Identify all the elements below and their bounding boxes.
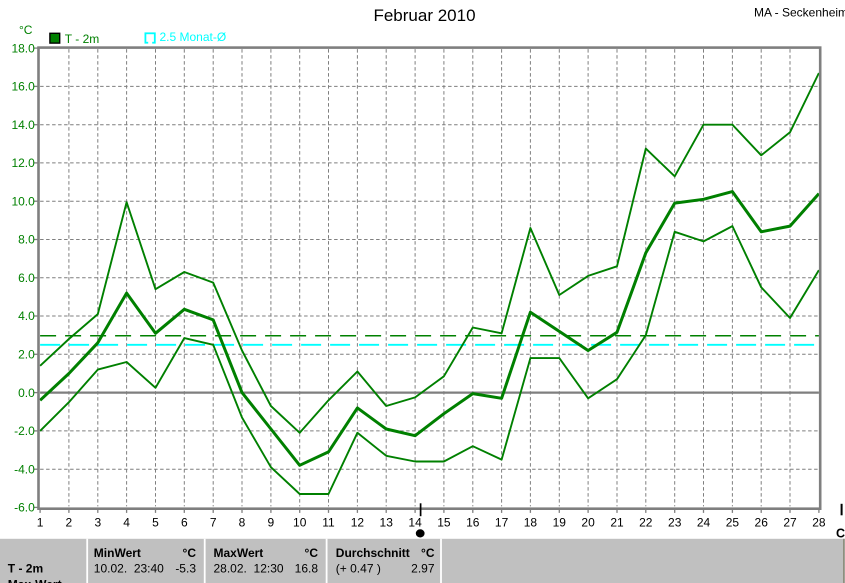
svg-text:4.0: 4.0 — [18, 309, 35, 323]
svg-text:22: 22 — [639, 516, 653, 530]
svg-text:Max-Wert: Max-Wert — [8, 577, 62, 583]
svg-text:6.0: 6.0 — [18, 271, 35, 285]
svg-text:6: 6 — [181, 516, 188, 530]
svg-text:28.02. 12:30: 28.02. 12:30 — [214, 561, 284, 575]
svg-text:13: 13 — [380, 516, 394, 530]
svg-text:14.0: 14.0 — [11, 118, 35, 132]
svg-text:MaxWert: MaxWert — [214, 546, 264, 560]
svg-text:2.97: 2.97 — [411, 561, 435, 575]
svg-text:12: 12 — [351, 516, 365, 530]
svg-text:°C: °C — [305, 546, 319, 560]
svg-text:9: 9 — [268, 516, 275, 530]
svg-text:T - 2m: T - 2m — [65, 32, 99, 46]
svg-text:10: 10 — [293, 516, 307, 530]
svg-text:19: 19 — [553, 516, 567, 530]
svg-text:1: 1 — [37, 516, 44, 530]
svg-text:°C: °C — [421, 546, 435, 560]
svg-text:-5.3: -5.3 — [175, 561, 196, 575]
svg-text:Durchschnitt: Durchschnitt — [336, 546, 410, 560]
svg-text:21: 21 — [610, 516, 624, 530]
svg-text:16.8: 16.8 — [295, 561, 319, 575]
svg-text:C: C — [836, 526, 845, 540]
svg-text:MinWert: MinWert — [94, 546, 141, 560]
svg-text:18: 18 — [524, 516, 538, 530]
svg-text:15: 15 — [437, 516, 451, 530]
svg-text:(+ 0.47 ): (+ 0.47 ) — [336, 561, 381, 575]
svg-text:17: 17 — [495, 516, 509, 530]
svg-text:11: 11 — [322, 516, 335, 530]
svg-text:14: 14 — [408, 516, 422, 530]
svg-text:7: 7 — [210, 516, 217, 530]
svg-text:12.0: 12.0 — [11, 156, 35, 170]
svg-text:2: 2 — [66, 516, 73, 530]
svg-text:16: 16 — [466, 516, 480, 530]
svg-text:23: 23 — [668, 516, 682, 530]
svg-text:°C: °C — [19, 23, 33, 37]
svg-text:24: 24 — [697, 516, 711, 530]
svg-text:28: 28 — [812, 516, 826, 530]
svg-text:0.0: 0.0 — [18, 386, 35, 400]
svg-text:18.0: 18.0 — [11, 41, 35, 55]
svg-text:MA - Seckenheim: MA - Seckenheim — [754, 5, 845, 19]
svg-text:2.0: 2.0 — [18, 348, 35, 362]
svg-text:27: 27 — [783, 516, 797, 530]
svg-text:16.0: 16.0 — [11, 80, 35, 94]
svg-text:-6.0: -6.0 — [14, 501, 35, 515]
svg-text:25: 25 — [726, 516, 740, 530]
svg-text:°C: °C — [183, 546, 197, 560]
svg-text:2.5 Monat-Ø: 2.5 Monat-Ø — [160, 30, 227, 44]
svg-text:20: 20 — [581, 516, 595, 530]
svg-text:26: 26 — [755, 516, 769, 530]
svg-text:10.0: 10.0 — [11, 194, 35, 208]
svg-text:T - 2m: T - 2m — [8, 561, 43, 575]
svg-text:Februar 2010: Februar 2010 — [373, 6, 475, 25]
svg-text:8: 8 — [239, 516, 246, 530]
svg-text:3: 3 — [94, 516, 101, 530]
svg-text:5: 5 — [152, 516, 159, 530]
svg-text:4: 4 — [123, 516, 130, 530]
svg-text:10.02. 23:40: 10.02. 23:40 — [94, 561, 164, 575]
svg-text:-4.0: -4.0 — [14, 462, 35, 476]
svg-text:-2.0: -2.0 — [14, 424, 35, 438]
svg-text:8.0: 8.0 — [18, 233, 35, 247]
